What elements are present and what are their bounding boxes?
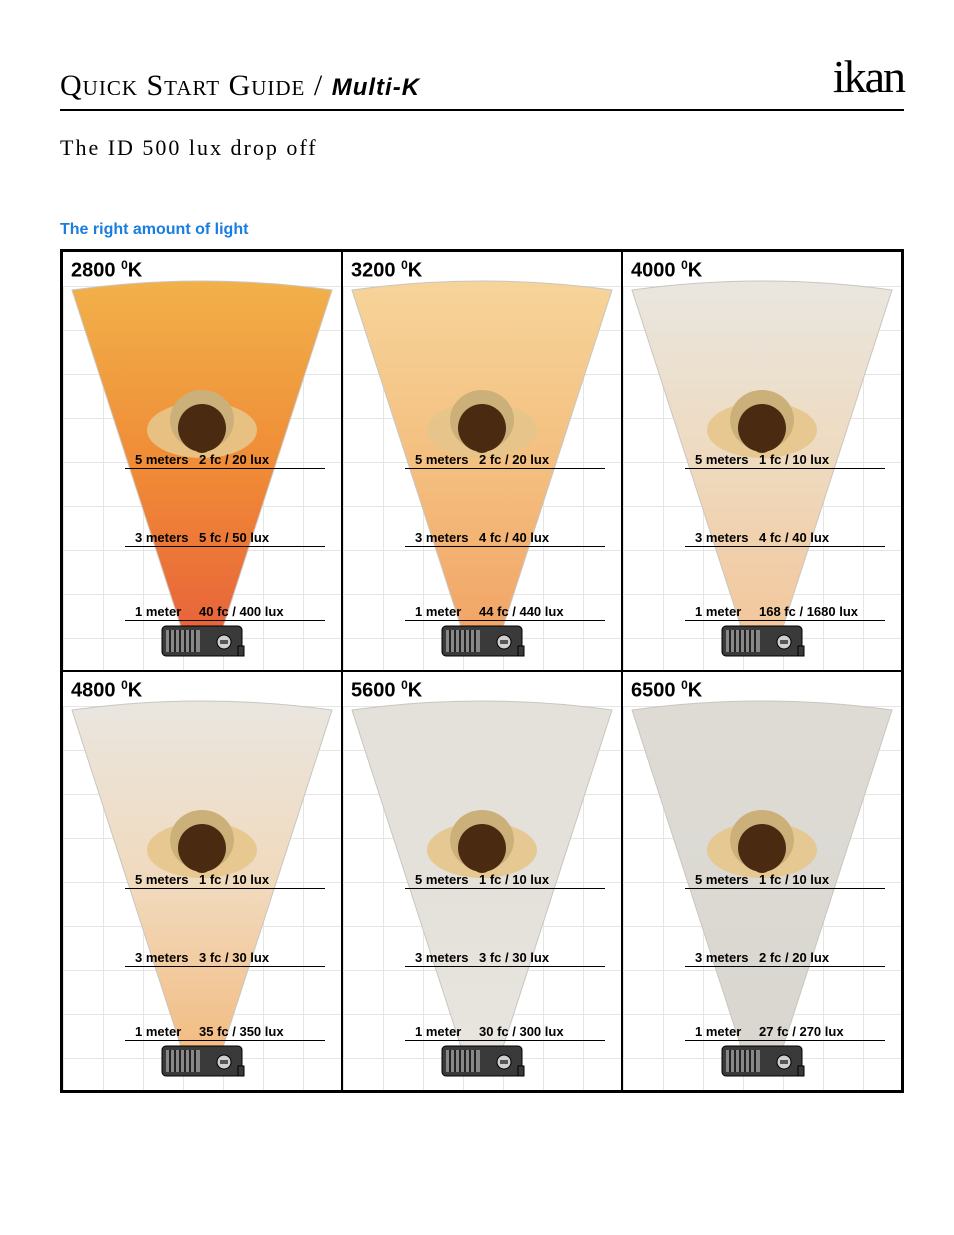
light-cone-icon: [62, 700, 342, 1080]
reading-distance: 3 meters: [135, 530, 199, 545]
reading-value: 1 fc / 10 lux: [199, 872, 269, 887]
light-cone-icon: [342, 280, 622, 660]
reading-underline: [405, 468, 605, 469]
reading-underline: [685, 966, 885, 967]
cell-temperature: 4000 0K: [631, 258, 702, 283]
reading-distance: 1 meter: [415, 604, 479, 619]
reading-distance: 1 meter: [695, 1024, 759, 1039]
reading-underline: [125, 620, 325, 621]
reading-underline: [405, 888, 605, 889]
cell-temperature: 6500 0K: [631, 678, 702, 703]
reading-distance: 3 meters: [415, 950, 479, 965]
page-title: Quick Start Guide / Multi-K: [60, 69, 420, 103]
lux-cell: 2800 0K 5 meters2 fc / 20 l: [62, 251, 342, 671]
reading-distance: 3 meters: [135, 950, 199, 965]
reading-distance: 3 meters: [695, 950, 759, 965]
reading-underline: [405, 1040, 605, 1041]
lux-reading: 3 meters3 fc / 30 lux: [135, 950, 269, 965]
reading-distance: 1 meter: [695, 604, 759, 619]
lux-reading: 1 meter168 fc / 1680 lux: [695, 604, 858, 619]
lux-reading: 3 meters4 fc / 40 lux: [415, 530, 549, 545]
reading-distance: 5 meters: [135, 872, 199, 887]
reading-underline: [125, 1040, 325, 1041]
lux-reading: 1 meter44 fc / 440 lux: [415, 604, 564, 619]
lux-reading: 1 meter30 fc / 300 lux: [415, 1024, 564, 1039]
lux-reading: 5 meters1 fc / 10 lux: [695, 452, 829, 467]
reading-value: 2 fc / 20 lux: [199, 452, 269, 467]
reading-value: 44 fc / 440 lux: [479, 604, 564, 619]
reading-underline: [405, 620, 605, 621]
reading-distance: 5 meters: [695, 452, 759, 467]
lux-cell: 5600 0K 5 meters1 fc / 10: [342, 671, 622, 1091]
light-cone-icon: [62, 280, 342, 660]
reading-value: 4 fc / 40 lux: [759, 530, 829, 545]
reading-underline: [125, 966, 325, 967]
section-label: The right amount of light: [60, 221, 904, 239]
lux-cell: 4000 0K 5 meters1 fc / 10 l: [622, 251, 902, 671]
light-cone-icon: [342, 700, 622, 1080]
reading-value: 30 fc / 300 lux: [479, 1024, 564, 1039]
reading-value: 168 fc / 1680 lux: [759, 604, 858, 619]
reading-value: 2 fc / 20 lux: [759, 950, 829, 965]
reading-value: 35 fc / 350 lux: [199, 1024, 284, 1039]
lux-reading: 3 meters2 fc / 20 lux: [695, 950, 829, 965]
lux-cell: 6500 0K 5 meters1 fc / 10 l: [622, 671, 902, 1091]
lux-cell: 3200 0K 5 meters2 fc / 20 l: [342, 251, 622, 671]
title-sub-text: Multi-K: [332, 74, 420, 101]
reading-distance: 1 meter: [135, 604, 199, 619]
reading-underline: [125, 888, 325, 889]
reading-value: 40 fc / 400 lux: [199, 604, 284, 619]
reading-value: 1 fc / 10 lux: [479, 872, 549, 887]
reading-underline: [685, 620, 885, 621]
reading-distance: 5 meters: [695, 872, 759, 887]
cell-temperature: 5600 0K: [351, 678, 422, 703]
reading-underline: [405, 546, 605, 547]
reading-value: 1 fc / 10 lux: [759, 452, 829, 467]
cell-temperature: 3200 0K: [351, 258, 422, 283]
lux-grid: 2800 0K 5 meters2 fc / 20 l: [60, 249, 904, 1093]
reading-underline: [405, 966, 605, 967]
reading-value: 2 fc / 20 lux: [479, 452, 549, 467]
lux-cell: 4800 0K 5 meters1 fc / 10 l: [62, 671, 342, 1091]
brand-logo: ikan: [833, 50, 904, 103]
reading-distance: 1 meter: [415, 1024, 479, 1039]
reading-underline: [125, 468, 325, 469]
lux-reading: 1 meter40 fc / 400 lux: [135, 604, 284, 619]
lux-reading: 3 meters4 fc / 40 lux: [695, 530, 829, 545]
lux-reading: 5 meters1 fc / 10 lux: [695, 872, 829, 887]
reading-distance: 5 meters: [415, 452, 479, 467]
light-cone-icon: [622, 280, 902, 660]
lux-reading: 1 meter27 fc / 270 lux: [695, 1024, 844, 1039]
reading-value: 27 fc / 270 lux: [759, 1024, 844, 1039]
reading-distance: 3 meters: [415, 530, 479, 545]
lux-reading: 3 meters5 fc / 50 lux: [135, 530, 269, 545]
reading-underline: [685, 1040, 885, 1041]
reading-underline: [685, 546, 885, 547]
reading-distance: 3 meters: [695, 530, 759, 545]
reading-underline: [685, 468, 885, 469]
reading-value: 5 fc / 50 lux: [199, 530, 269, 545]
reading-value: 1 fc / 10 lux: [759, 872, 829, 887]
reading-distance: 1 meter: [135, 1024, 199, 1039]
page-subtitle: The ID 500 lux drop off: [60, 135, 904, 161]
lux-reading: 3 meters3 fc / 30 lux: [415, 950, 549, 965]
lux-reading: 5 meters2 fc / 20 lux: [415, 452, 549, 467]
reading-underline: [685, 888, 885, 889]
title-main-text: Quick Start Guide: [60, 69, 305, 102]
title-separator: /: [305, 69, 331, 102]
reading-value: 4 fc / 40 lux: [479, 530, 549, 545]
cell-temperature: 2800 0K: [71, 258, 142, 283]
reading-underline: [125, 546, 325, 547]
page-header: Quick Start Guide / Multi-K ikan: [60, 50, 904, 111]
lux-reading: 5 meters1 fc / 10 lux: [135, 872, 269, 887]
light-cone-icon: [622, 700, 902, 1080]
lux-reading: 5 meters1 fc / 10 lux: [415, 872, 549, 887]
reading-value: 3 fc / 30 lux: [479, 950, 549, 965]
reading-value: 3 fc / 30 lux: [199, 950, 269, 965]
reading-distance: 5 meters: [415, 872, 479, 887]
lux-reading: 5 meters2 fc / 20 lux: [135, 452, 269, 467]
reading-distance: 5 meters: [135, 452, 199, 467]
cell-temperature: 4800 0K: [71, 678, 142, 703]
lux-reading: 1 meter35 fc / 350 lux: [135, 1024, 284, 1039]
